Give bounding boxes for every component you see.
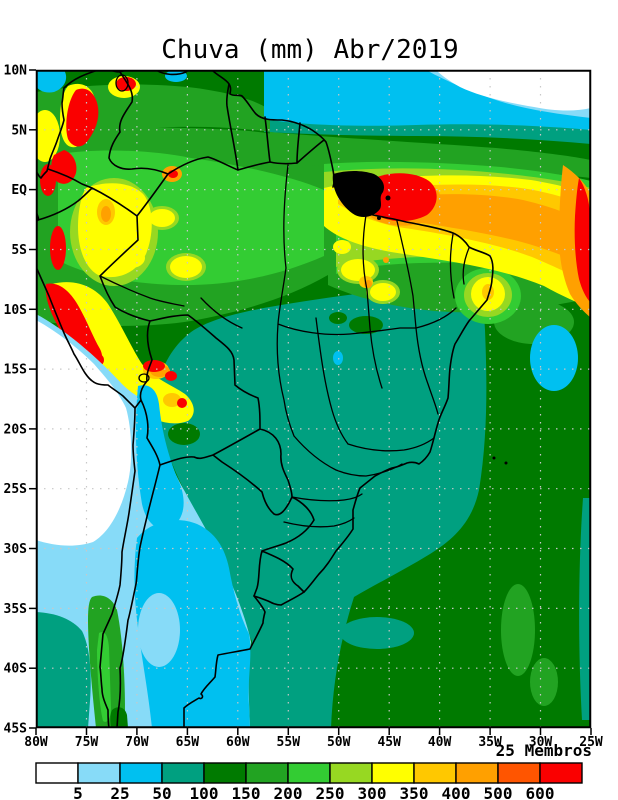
colorbar-tick-label: 600	[526, 784, 555, 800]
lat-tick-label: 20S	[4, 422, 28, 437]
grid-lines	[36, 70, 591, 728]
lon-tick-label: 65W	[176, 735, 200, 750]
lon-tick-label: 45W	[377, 735, 401, 750]
colorbar-tick-label: 5	[73, 784, 83, 800]
lake-titicaca	[138, 373, 150, 383]
field-south-dry-zone	[36, 312, 578, 728]
colorbar-tick-label: 300	[358, 784, 387, 800]
colorbar-cell	[539, 762, 583, 784]
colorbar-cell	[35, 762, 79, 784]
lon-tick-label: 75W	[75, 735, 99, 750]
colorbar-cell	[203, 762, 247, 784]
lon-tick-label: 55W	[277, 735, 301, 750]
colorbar-tick-label: 25	[110, 784, 129, 800]
colorbar-cell	[371, 762, 415, 784]
delta-island	[385, 195, 391, 201]
lat-tick-label: 40S	[4, 662, 28, 677]
international-borders	[37, 71, 325, 728]
colorbar-cell	[77, 762, 121, 784]
latitude-axis: 10N 5N EQ 5S 10S 15S 20S 25S 30S 35S 40S…	[4, 64, 36, 737]
lon-tick-label: 35W	[478, 735, 502, 750]
state-borders	[99, 164, 470, 528]
colorbar-tick-label: 400	[442, 784, 471, 800]
delta-island	[377, 216, 381, 220]
longitude-axis: 80W 75W 70W 65W 60W 55W 50W 45W 40W 35W …	[24, 728, 603, 750]
lon-tick-label: 60W	[226, 735, 250, 750]
lat-tick-label: 25S	[4, 482, 28, 497]
lat-tick-label: 45S	[4, 722, 28, 737]
field-north-ocean	[36, 70, 591, 130]
lon-tick-label: 40W	[428, 735, 452, 750]
amazon-delta	[332, 171, 384, 217]
lat-tick-label: 35S	[4, 602, 28, 617]
lake-maracaibo	[115, 74, 129, 92]
lon-tick-label: 80W	[24, 735, 48, 750]
colorbar-cell	[455, 762, 499, 784]
lon-tick-label: 25W	[579, 735, 603, 750]
colorbar-cell	[413, 762, 457, 784]
coast-island	[504, 461, 508, 465]
map-frame	[35, 69, 592, 729]
lat-tick-label: 15S	[4, 363, 28, 378]
lat-tick-label: EQ	[11, 183, 27, 198]
latitude-ticks	[29, 69, 36, 729]
lat-tick-label: 30S	[4, 542, 28, 557]
precipitation-field	[36, 70, 591, 728]
colorbar-tick-label: 250	[316, 784, 345, 800]
colorbar-cell	[329, 762, 373, 784]
coast-island	[492, 456, 496, 460]
colorbar-cell	[245, 762, 289, 784]
colorbar-cell	[119, 762, 163, 784]
map-plot-area	[35, 69, 592, 729]
lat-tick-label: 10N	[4, 64, 28, 79]
colorbar-tick-label: 150	[232, 784, 261, 800]
colorbar-tick-label: 500	[484, 784, 513, 800]
field-red-regions	[40, 77, 591, 408]
page-title: Chuva (mm) Abr/2019	[161, 35, 458, 65]
lon-tick-label: 70W	[125, 735, 149, 750]
lat-tick-label: 5S	[11, 243, 27, 258]
lat-tick-label: 10S	[4, 303, 28, 318]
lon-tick-label: 30W	[529, 735, 553, 750]
colorbar-tick-label: 50	[152, 784, 171, 800]
colorbar-cell	[497, 762, 541, 784]
longitude-ticks	[35, 728, 592, 735]
ensemble-members-label: 25 Membros	[496, 741, 592, 760]
colorbar-cell	[287, 762, 331, 784]
colorbar-cells	[35, 762, 583, 784]
country-borders	[36, 70, 508, 728]
lat-tick-label: 5N	[11, 123, 27, 138]
lon-tick-label: 50W	[327, 735, 351, 750]
colorbar: 5 25 50 100 150 200 250 300 350 400 500 …	[35, 762, 583, 800]
colorbar-tick-label: 200	[274, 784, 303, 800]
colorbar-tick-label: 100	[190, 784, 219, 800]
colorbar-cell	[161, 762, 205, 784]
colorbar-tick-label: 350	[400, 784, 429, 800]
